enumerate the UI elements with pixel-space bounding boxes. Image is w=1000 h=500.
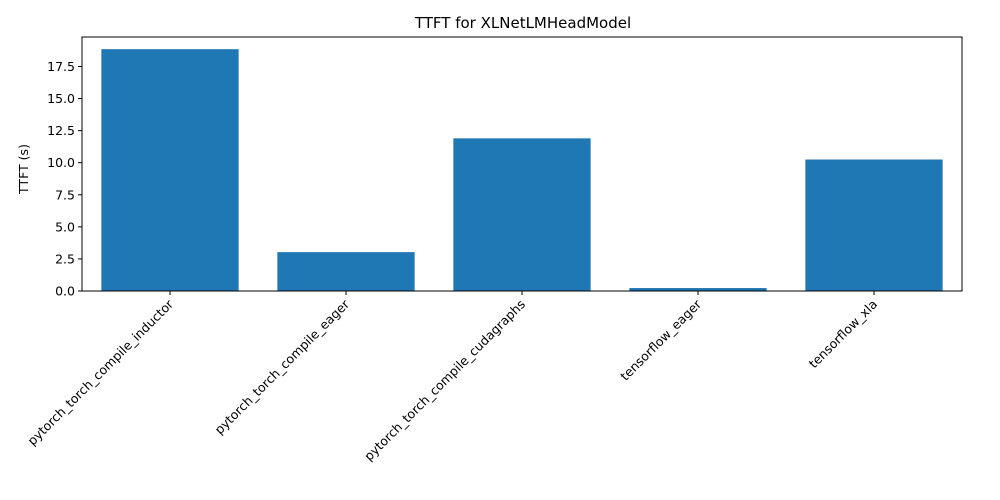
y-tick-label: 12.5	[47, 123, 75, 138]
y-tick-label: 5.0	[55, 219, 75, 234]
y-tick-label: 15.0	[47, 91, 75, 106]
x-tick-label: pytorch_torch_compile_cudagraphs	[361, 297, 528, 464]
x-tick-label: pytorch_torch_compile_eager	[211, 296, 352, 437]
plot-frame	[81, 36, 963, 292]
chart-title: TTFT for XLNetLMHeadModel	[414, 14, 631, 32]
y-axis: 0.0 2.5 5.0 7.5 10.0 12.5 15.0 17.5	[47, 59, 82, 299]
x-tick-label: pytorch_torch_compile_inductor	[24, 296, 176, 448]
bar-pytorch_torch_compile_eager	[277, 252, 415, 291]
bars-group	[101, 49, 943, 291]
bar-tensorflow_xla	[805, 159, 943, 291]
x-tick-label: tensorflow_xla	[806, 297, 880, 371]
x-tick-label: tensorflow_eager	[617, 296, 705, 384]
bar-pytorch_torch_compile_inductor	[101, 49, 239, 291]
y-tick-label: 17.5	[47, 59, 75, 74]
y-tick-label: 2.5	[55, 251, 75, 266]
x-axis: pytorch_torch_compile_inductor pytorch_to…	[24, 291, 880, 464]
y-tick-label: 7.5	[55, 187, 75, 202]
bar-tensorflow_eager	[629, 288, 767, 291]
bar-pytorch_torch_compile_cudagraphs	[453, 138, 591, 291]
y-tick-label: 0.0	[55, 284, 75, 299]
y-axis-label: TTFT (s)	[16, 144, 31, 195]
y-tick-label: 10.0	[47, 155, 75, 170]
